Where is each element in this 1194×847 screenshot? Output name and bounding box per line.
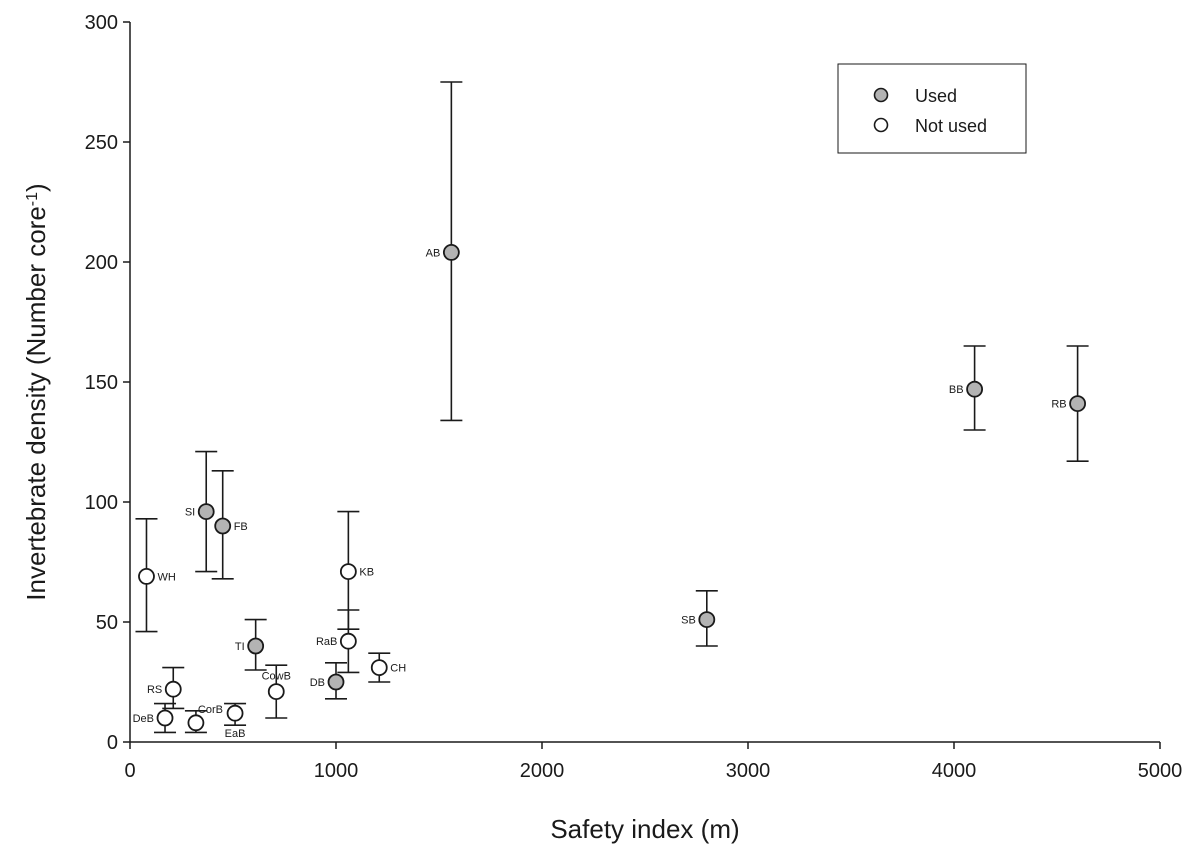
y-axis-label-close: ) <box>21 183 51 192</box>
y-tick-label: 300 <box>85 12 118 34</box>
point-label: SB <box>681 615 696 627</box>
point-eab: EaB <box>224 702 247 740</box>
legend-marker-used <box>873 87 889 103</box>
x-tick-label: 0 <box>124 760 135 782</box>
x-tick-label: 5000 <box>1138 760 1183 782</box>
legend-box <box>837 63 1027 154</box>
point-deb: DeB <box>133 702 177 734</box>
y-tick-label: 0 <box>107 732 118 754</box>
x-tick-label: 4000 <box>932 760 977 782</box>
point-label: BB <box>949 384 964 396</box>
x-axis-label: Safety index (m) <box>550 814 739 844</box>
point-label: RaB <box>316 636 337 648</box>
y-axis-label-superscript: -1 <box>24 192 41 206</box>
point-label: EaB <box>225 728 246 740</box>
point-marker <box>156 709 174 727</box>
legend-label-not-used: Not used <box>915 116 987 136</box>
legend-label-used: Used <box>915 86 957 106</box>
point-si: SI <box>185 450 218 573</box>
point-marker <box>197 503 215 521</box>
point-label: FB <box>234 521 248 533</box>
point-rab: RaB <box>316 609 360 674</box>
point-label: TI <box>235 641 245 653</box>
point-label: RB <box>1051 399 1066 411</box>
point-label: CH <box>390 663 406 675</box>
point-label: SI <box>185 507 195 519</box>
x-tick-label: 1000 <box>314 760 359 782</box>
x-tick-label: 2000 <box>520 760 565 782</box>
y-axis-label-main: Invertebrate density (Number core <box>21 206 51 601</box>
point-label: KB <box>359 567 374 579</box>
point-marker <box>247 637 265 655</box>
point-label: CowB <box>262 671 291 683</box>
point-wh: WH <box>135 517 176 633</box>
point-db: DB <box>310 661 347 700</box>
point-marker <box>226 704 244 722</box>
point-marker <box>138 568 155 585</box>
legend-marker-not-used <box>873 117 889 133</box>
y-tick-label: 250 <box>85 132 118 154</box>
point-ti: TI <box>235 618 267 671</box>
point-bb: BB <box>949 345 986 431</box>
point-marker <box>339 632 357 650</box>
point-label: WH <box>157 571 175 583</box>
point-marker <box>370 659 388 676</box>
point-corb: CorB <box>184 704 223 734</box>
point-marker <box>1069 395 1086 413</box>
point-marker <box>966 380 983 398</box>
x-tick-label: 3000 <box>726 760 771 782</box>
y-axis-label: Invertebrate density (Number core-1) <box>21 183 51 600</box>
y-ticks: 0 50 100 150 200 250 300 <box>85 12 130 754</box>
legend: Used Not used <box>837 63 1027 154</box>
point-marker <box>698 611 716 628</box>
point-label: CorB <box>198 704 223 716</box>
point-marker <box>187 714 205 732</box>
point-fb: FB <box>211 469 248 580</box>
point-cowb: CowB <box>262 664 291 719</box>
point-label: DB <box>310 677 325 689</box>
point-label: AB <box>426 247 441 259</box>
point-marker <box>164 680 182 698</box>
point-marker <box>327 673 345 691</box>
y-tick-label: 50 <box>96 612 118 634</box>
point-label: DeB <box>133 713 154 725</box>
point-kb: KB <box>337 510 374 631</box>
point-ch: CH <box>368 652 406 683</box>
point-label: RS <box>147 684 162 696</box>
point-rb: RB <box>1051 345 1089 463</box>
y-tick-label: 200 <box>85 252 118 274</box>
point-ab: AB <box>426 81 463 422</box>
point-marker <box>214 517 232 535</box>
y-tick-label: 100 <box>85 492 118 514</box>
x-ticks: 0 1000 2000 3000 4000 5000 <box>124 742 1182 782</box>
point-marker <box>442 243 460 261</box>
y-tick-label: 150 <box>85 372 118 394</box>
point-marker <box>267 683 285 700</box>
point-sb: SB <box>681 589 718 647</box>
point-marker <box>339 563 357 580</box>
point-rs: RS <box>147 666 185 710</box>
